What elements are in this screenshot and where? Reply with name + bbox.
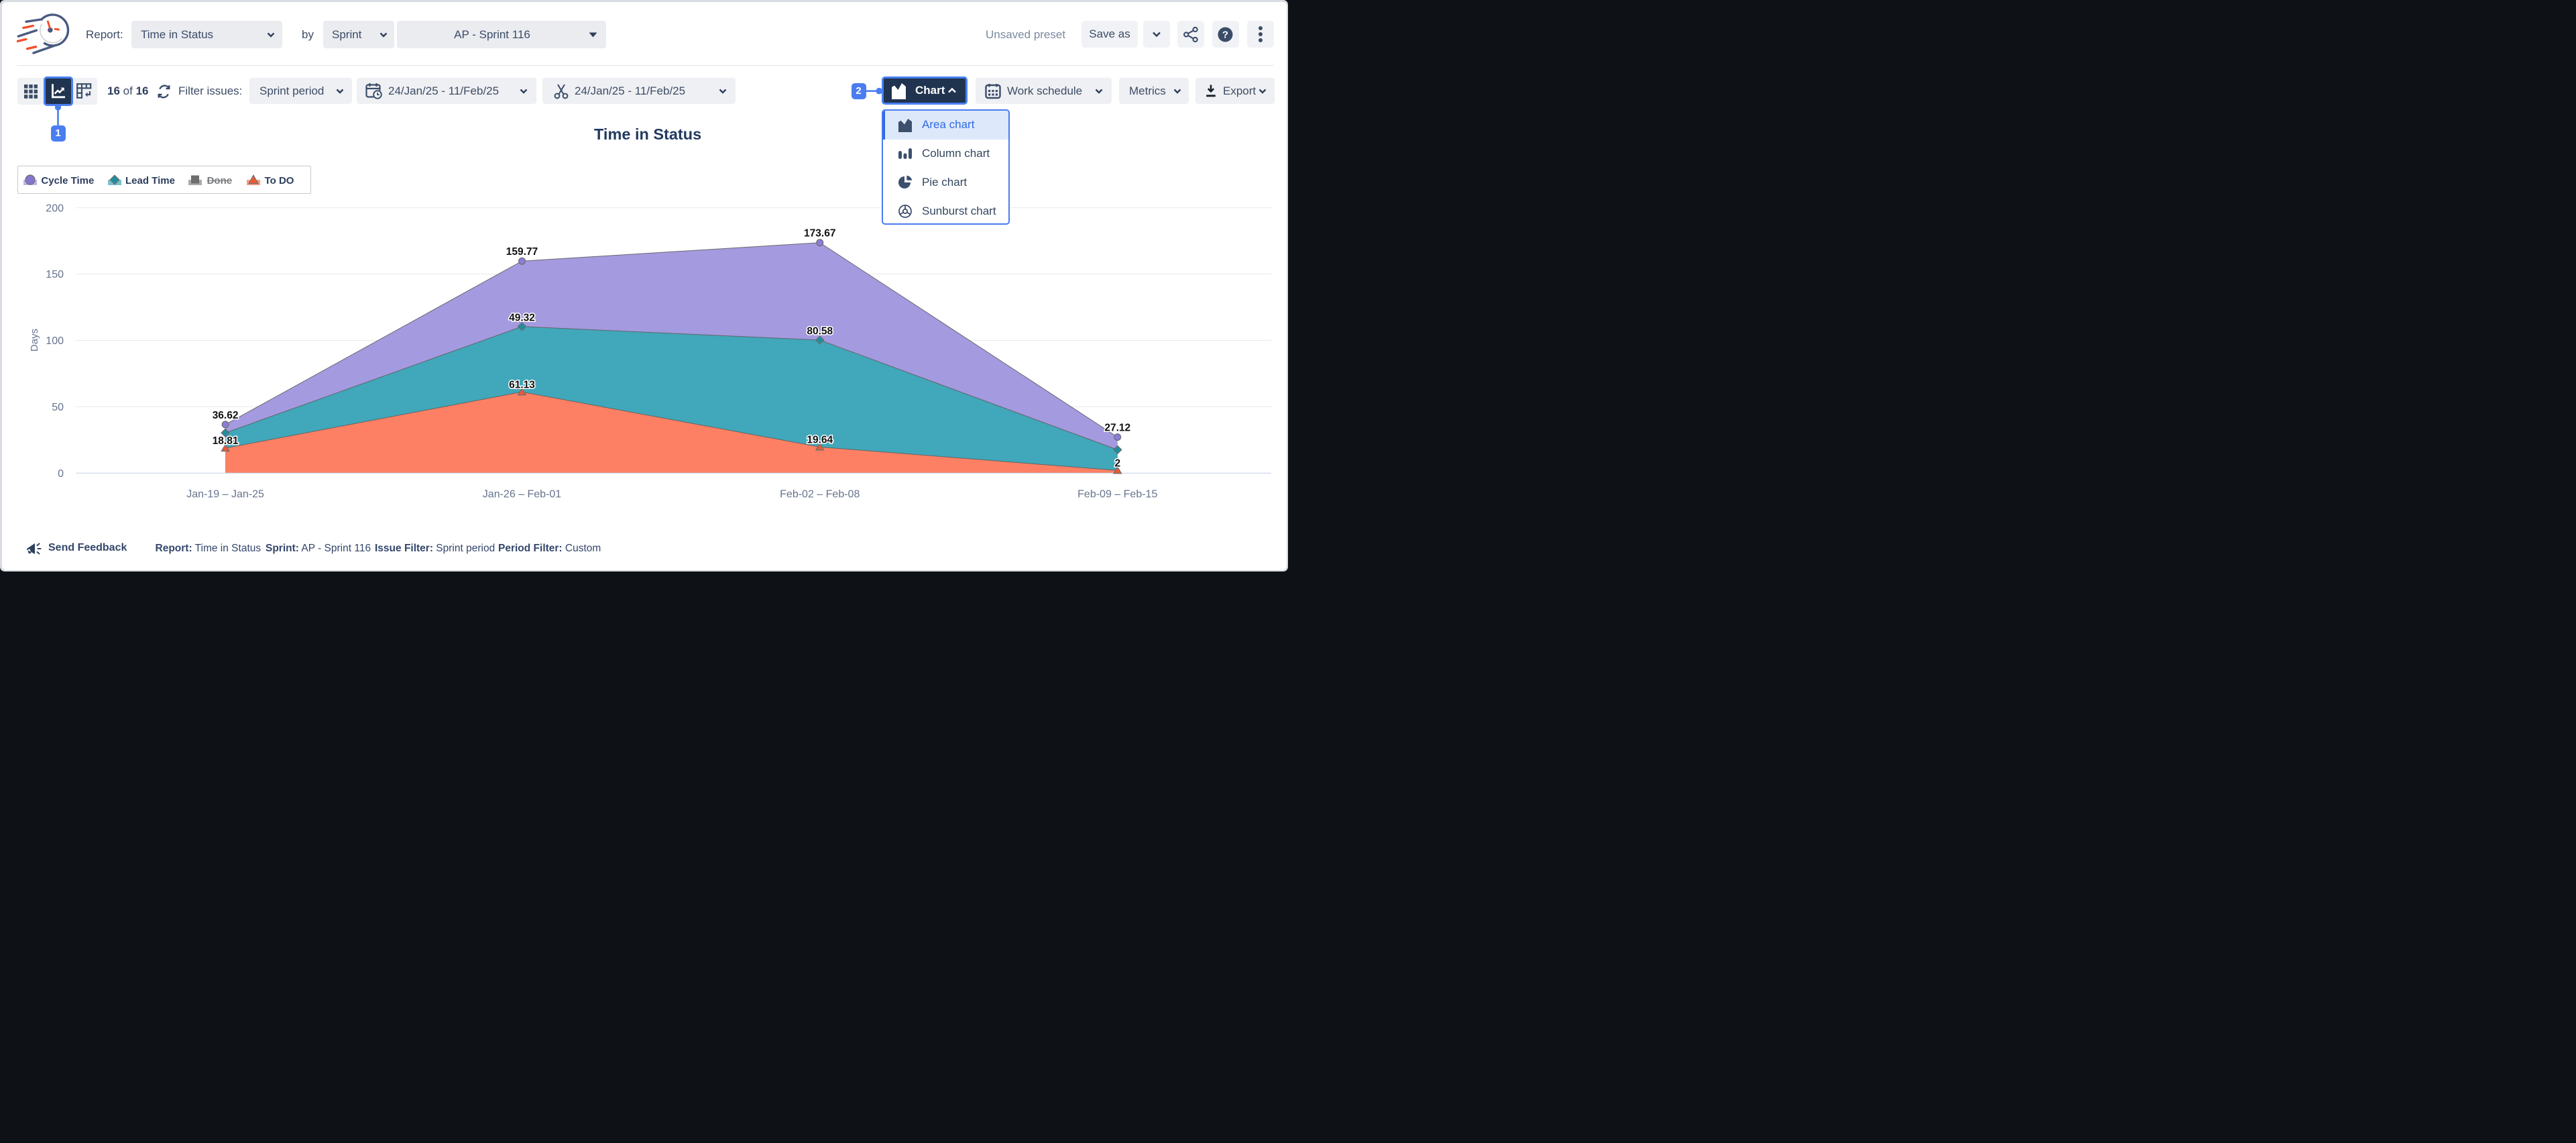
svg-text:49.32: 49.32 [509, 312, 535, 323]
svg-text:18.81: 18.81 [213, 435, 239, 447]
svg-text:36.62: 36.62 [213, 410, 239, 421]
svg-text:Feb-02 – Feb-08: Feb-02 – Feb-08 [780, 489, 860, 500]
svg-text:0: 0 [58, 468, 64, 480]
svg-text:2: 2 [1114, 457, 1120, 469]
svg-text:Feb-09 – Feb-15: Feb-09 – Feb-15 [1077, 489, 1157, 500]
svg-text:173.67: 173.67 [804, 228, 835, 239]
svg-text:Jan-26 – Feb-01: Jan-26 – Feb-01 [483, 489, 562, 500]
svg-text:Jan-19 – Jan-25: Jan-19 – Jan-25 [186, 489, 264, 500]
svg-text:80.58: 80.58 [807, 326, 833, 337]
svg-text:61.13: 61.13 [509, 379, 535, 390]
svg-text:150: 150 [46, 269, 64, 280]
svg-text:200: 200 [46, 203, 64, 214]
svg-text:159.77: 159.77 [506, 246, 538, 258]
svg-text:27.12: 27.12 [1104, 423, 1130, 434]
svg-text:Days: Days [29, 329, 40, 351]
svg-text:?: ? [1222, 29, 1228, 40]
svg-text:50: 50 [52, 402, 64, 413]
svg-text:19.64: 19.64 [807, 434, 833, 445]
svg-text:100: 100 [46, 335, 64, 347]
